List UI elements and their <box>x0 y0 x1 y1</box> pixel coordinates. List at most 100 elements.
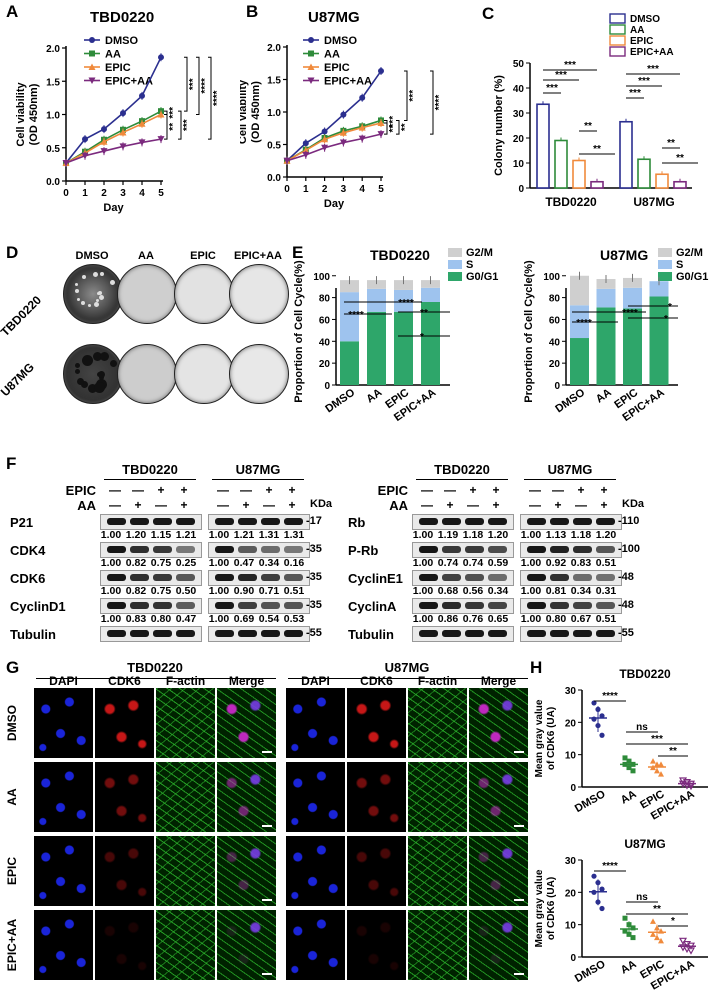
if-image-tile <box>95 836 154 906</box>
blot-band <box>238 546 257 553</box>
if-image-tile <box>408 688 467 758</box>
data-point <box>378 68 384 75</box>
data-point <box>654 761 660 767</box>
kda-marker: -100 <box>618 543 641 555</box>
y-tick-label: 1.0 <box>46 111 60 122</box>
significance-mark: *** <box>388 116 399 128</box>
blot-band <box>284 546 303 553</box>
bar-segment-S <box>421 287 440 302</box>
if-group-underline <box>288 678 528 679</box>
colony-dot <box>81 300 86 305</box>
band-quantification: 0.83 <box>125 613 147 625</box>
blot-band <box>130 574 149 581</box>
bar-segment-G2/M <box>570 275 589 306</box>
y-tick-label: 30 <box>565 856 577 867</box>
chart-h-cdk6-tbd0220: TBD0220 0 10 20 30 Mean gray value of CDK6 (UA… <box>534 667 708 823</box>
bar-segment-G2/M <box>596 279 616 289</box>
treatment-mark: — <box>467 498 479 512</box>
band-quantification: 0.82 <box>125 585 147 597</box>
bar-segment-S <box>623 287 642 309</box>
significance-mark: **** <box>602 691 618 702</box>
data-point <box>622 928 628 934</box>
series-line-EPIC <box>65 113 162 164</box>
data-point <box>100 148 108 155</box>
band-quantification: 1.00 <box>520 585 542 597</box>
blot-strip <box>100 570 202 586</box>
data-point <box>358 124 366 131</box>
if-channel-label: Merge <box>228 674 265 688</box>
data-point <box>630 761 636 767</box>
significance-mark: ** <box>400 123 411 131</box>
bar <box>554 139 568 189</box>
data-point <box>626 931 632 937</box>
protein-label: Tubulin <box>348 627 394 642</box>
significance-mark: **** <box>200 78 211 94</box>
blot-band <box>107 602 126 609</box>
blot-strip <box>208 542 310 558</box>
plate-column-label: EPIC+AA <box>234 250 282 262</box>
band-quantification: 1.21 <box>233 529 255 541</box>
data-point <box>595 706 601 712</box>
colony-dot <box>94 302 100 308</box>
significance-mark: **** <box>602 861 618 872</box>
if-channel-label: Merge <box>480 674 517 688</box>
if-image-tile <box>156 688 215 758</box>
data-point <box>650 931 656 937</box>
y-tick-label: 2.0 <box>267 43 281 54</box>
if-image-tile <box>34 910 93 980</box>
treatment-mark: — <box>444 483 456 497</box>
colony-dot <box>92 352 102 362</box>
blot-header-underline <box>104 479 196 480</box>
chart-title: U87MG <box>624 837 665 851</box>
if-image-tile <box>347 688 406 758</box>
if-image-tile <box>286 688 345 758</box>
scale-bar <box>262 973 272 975</box>
blot-band <box>107 546 126 553</box>
protein-label: P21 <box>10 515 34 530</box>
significance-mark: **** <box>212 90 223 106</box>
y-tick-label: 0 <box>570 953 576 964</box>
colony-dot <box>77 297 81 301</box>
data-point <box>626 765 632 771</box>
blot-strip <box>520 570 622 586</box>
data-point <box>654 934 660 941</box>
kda-marker: -55 <box>618 627 634 639</box>
legend-marker <box>307 77 315 84</box>
significance-mark: *** <box>546 83 558 94</box>
blot-strip <box>520 598 622 614</box>
protein-label: CyclinD1 <box>10 599 66 614</box>
bar-segment-S <box>340 292 359 342</box>
if-image-tile <box>95 910 154 980</box>
blot-band <box>238 574 257 581</box>
chart-title: TBD0220 <box>90 9 154 26</box>
significance-bracket <box>184 56 188 112</box>
blot-band <box>527 574 546 581</box>
kda-marker: -55 <box>306 627 322 639</box>
significance-mark: ** <box>653 904 661 915</box>
y-tick-label: 50 <box>513 59 525 70</box>
band-quantification: 0.56 <box>462 585 484 597</box>
kda-marker: -17 <box>306 515 322 527</box>
if-image-tile <box>408 762 467 832</box>
blot-band <box>261 602 280 609</box>
y-axis-label: of CDK6 (UA) <box>546 707 557 770</box>
legend-marker <box>89 37 95 43</box>
significance-bracket <box>164 114 168 140</box>
treatment-mark: + <box>577 483 585 497</box>
significance-bracket <box>396 119 400 135</box>
band-quantification: 0.90 <box>233 585 255 597</box>
data-point <box>81 152 89 160</box>
treatment-mark: + <box>157 483 165 497</box>
y-tick-label: 20 <box>565 718 577 729</box>
band-quantification: 0.51 <box>283 585 305 597</box>
data-point <box>339 129 347 136</box>
x-tick-label: 3 <box>341 184 347 195</box>
legend-label: AA <box>105 49 121 61</box>
data-point <box>283 157 291 165</box>
legend-label: DMSO <box>630 14 660 25</box>
data-point <box>658 771 664 777</box>
data-point <box>658 937 664 944</box>
blot-band <box>442 602 461 609</box>
series-line-EPIC+AA <box>286 133 382 162</box>
x-tick-label: 1 <box>82 188 88 199</box>
